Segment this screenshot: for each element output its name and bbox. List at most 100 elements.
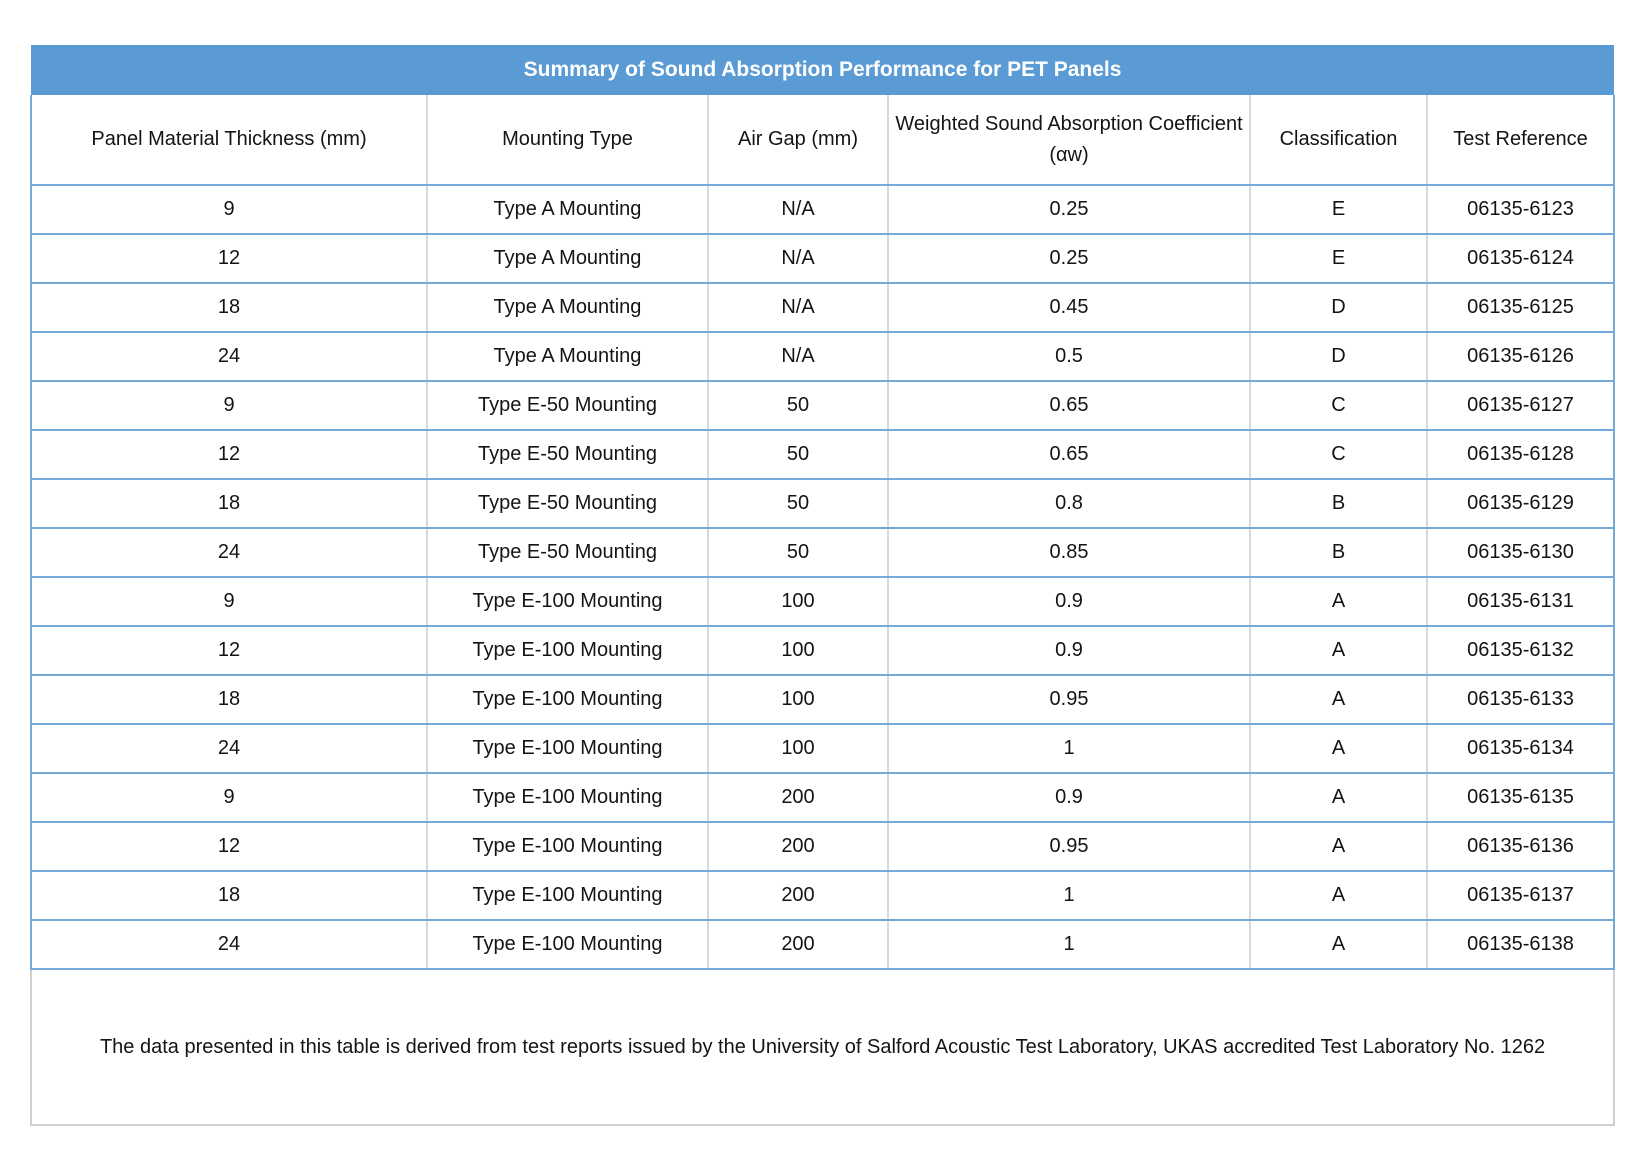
table-title-row: Summary of Sound Absorption Performance … xyxy=(31,45,1615,95)
table-cell: 12 xyxy=(30,430,427,480)
table-row: 12 Type E-50 Mounting 50 0.65 C 06135-6128 xyxy=(30,430,1616,480)
table-footnote-row: The data presented in this table is deri… xyxy=(29,969,1616,1126)
table-cell: 200 xyxy=(707,920,888,970)
table-row: 9 Type A Mounting N/A 0.25 E 06135-6123 xyxy=(30,185,1616,235)
table-cell: 200 xyxy=(707,871,888,921)
table-cell: 9 xyxy=(30,577,427,627)
table-footnote: The data presented in this table is deri… xyxy=(29,969,1616,1126)
table-cell: N/A xyxy=(707,234,888,284)
table-cell: 200 xyxy=(707,822,888,872)
table-cell: 0.9 xyxy=(887,773,1250,823)
table-cell: C xyxy=(1249,381,1427,431)
table-cell: Type E-100 Mounting xyxy=(426,871,708,921)
table-cell: A xyxy=(1249,724,1427,774)
table-cell: Type A Mounting xyxy=(426,234,708,284)
table-cell: 06135-6131 xyxy=(1425,577,1616,627)
table-cell: Type E-50 Mounting xyxy=(426,381,708,431)
table-cell: 24 xyxy=(30,528,427,578)
table-cell: 50 xyxy=(707,430,888,480)
table-cell: 06135-6138 xyxy=(1425,920,1616,970)
table-row: 18 Type A Mounting N/A 0.45 D 06135-6125 xyxy=(30,283,1616,333)
table-cell: 50 xyxy=(707,479,888,529)
table-cell: Type E-100 Mounting xyxy=(426,577,708,627)
table-body: 9 Type A Mounting N/A 0.25 E 06135-6123 12 Type… xyxy=(30,185,1616,970)
table-cell: N/A xyxy=(707,185,888,235)
table-cell: 06135-6125 xyxy=(1425,283,1616,333)
table-row: 24 Type E-100 Mounting 100 1 A 06135-6134 xyxy=(30,724,1616,774)
table-cell: 12 xyxy=(30,822,427,872)
table-cell: A xyxy=(1249,577,1427,627)
table-cell: 24 xyxy=(30,724,427,774)
table-cell: Type E-100 Mounting xyxy=(426,822,708,872)
table-cell: E xyxy=(1249,234,1427,284)
table-row: 24 Type E-50 Mounting 50 0.85 B 06135-6130 xyxy=(30,528,1616,578)
table-row: 24 Type E-100 Mounting 200 1 A 06135-6138 xyxy=(30,920,1616,970)
table-cell: Type E-100 Mounting xyxy=(426,773,708,823)
table-cell: 06135-6123 xyxy=(1425,185,1616,235)
table-cell: 1 xyxy=(887,871,1250,921)
table-row: 18 Type E-50 Mounting 50 0.8 B 06135-6129 xyxy=(30,479,1616,529)
table-cell: A xyxy=(1249,626,1427,676)
table-cell: 18 xyxy=(30,283,427,333)
table-cell: N/A xyxy=(707,283,888,333)
column-header-1: Mounting Type xyxy=(426,95,708,186)
table-cell: E xyxy=(1249,185,1427,235)
table-cell: 0.85 xyxy=(887,528,1250,578)
table-cell: 06135-6124 xyxy=(1425,234,1616,284)
table-cell: Type E-100 Mounting xyxy=(426,626,708,676)
table-cell: 0.95 xyxy=(887,822,1250,872)
table-cell: 06135-6133 xyxy=(1425,675,1616,725)
table-row: 12 Type E-100 Mounting 200 0.95 A 06135-6136 xyxy=(30,822,1616,872)
table-row: 18 Type E-100 Mounting 200 1 A 06135-6137 xyxy=(30,871,1616,921)
table-cell: 0.5 xyxy=(887,332,1250,382)
table-cell: 9 xyxy=(30,773,427,823)
table-cell: 100 xyxy=(707,675,888,725)
table-row: 24 Type A Mounting N/A 0.5 D 06135-6126 xyxy=(30,332,1616,382)
table-cell: 100 xyxy=(707,626,888,676)
table-cell: 200 xyxy=(707,773,888,823)
table-cell: 0.45 xyxy=(887,283,1250,333)
table-cell: B xyxy=(1249,479,1427,529)
table-cell: A xyxy=(1249,920,1427,970)
table-cell: 0.8 xyxy=(887,479,1250,529)
table-cell: 06135-6134 xyxy=(1425,724,1616,774)
table-cell: 06135-6132 xyxy=(1425,626,1616,676)
table-cell: A xyxy=(1249,675,1427,725)
table-cell: 0.65 xyxy=(887,430,1250,480)
table-cell: 1 xyxy=(887,724,1250,774)
table-row: 9 Type E-100 Mounting 200 0.9 A 06135-6135 xyxy=(30,773,1616,823)
table-cell: C xyxy=(1249,430,1427,480)
table-cell: 9 xyxy=(30,185,427,235)
table-row: 12 Type A Mounting N/A 0.25 E 06135-6124 xyxy=(30,234,1616,284)
table-title: Summary of Sound Absorption Performance … xyxy=(31,45,1615,95)
table-cell: Type E-100 Mounting xyxy=(426,920,708,970)
table-cell: 06135-6136 xyxy=(1425,822,1616,872)
table-cell: A xyxy=(1249,773,1427,823)
table-row: 12 Type E-100 Mounting 100 0.9 A 06135-6132 xyxy=(30,626,1616,676)
column-header-4: Classification xyxy=(1249,95,1427,186)
table-cell: 18 xyxy=(30,871,427,921)
table-cell: 0.65 xyxy=(887,381,1250,431)
table-cell: 06135-6126 xyxy=(1425,332,1616,382)
table-cell: 06135-6128 xyxy=(1425,430,1616,480)
table-cell: 12 xyxy=(30,626,427,676)
table-cell: 50 xyxy=(707,381,888,431)
table-cell: Type A Mounting xyxy=(426,185,708,235)
table-cell: 100 xyxy=(707,577,888,627)
table-cell: 06135-6130 xyxy=(1425,528,1616,578)
table-cell: Type E-50 Mounting xyxy=(426,430,708,480)
table-cell: D xyxy=(1249,332,1427,382)
table-cell: 06135-6129 xyxy=(1425,479,1616,529)
table-cell: Type A Mounting xyxy=(426,332,708,382)
table-header-row: Panel Material Thickness (mm) Mounting Ty… xyxy=(30,95,1616,186)
table-cell: 1 xyxy=(887,920,1250,970)
column-header-5: Test Reference xyxy=(1425,95,1616,186)
table-cell: 100 xyxy=(707,724,888,774)
table-cell: 24 xyxy=(30,920,427,970)
table-cell: A xyxy=(1249,822,1427,872)
table-cell: 24 xyxy=(30,332,427,382)
table-cell: 0.9 xyxy=(887,626,1250,676)
table-cell: 50 xyxy=(707,528,888,578)
sound-absorption-table: Summary of Sound Absorption Performance … xyxy=(29,45,1616,1126)
